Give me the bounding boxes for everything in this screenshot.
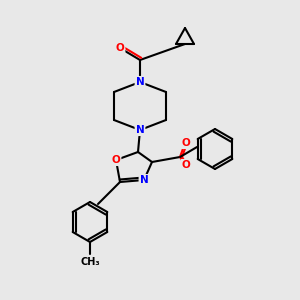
Text: N: N <box>136 77 144 87</box>
Text: O: O <box>116 43 124 53</box>
Text: O: O <box>182 160 190 170</box>
Text: N: N <box>140 175 148 185</box>
Text: O: O <box>112 155 120 165</box>
Text: O: O <box>182 138 190 148</box>
Text: CH₃: CH₃ <box>80 257 100 267</box>
Text: N: N <box>136 125 144 135</box>
